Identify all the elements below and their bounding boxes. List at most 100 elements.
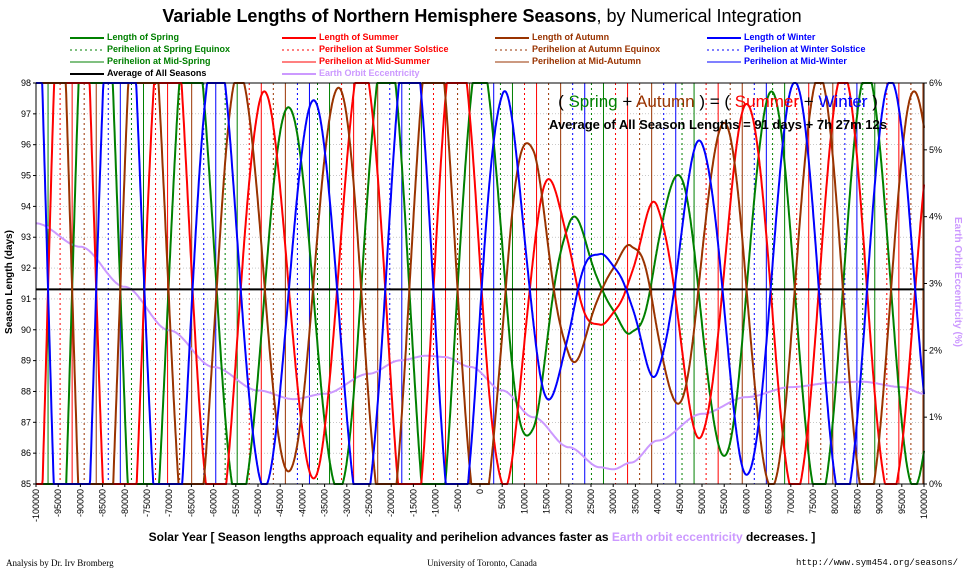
legend-item: Perihelion at Mid-Autumn [495, 56, 641, 66]
legend-label: Perihelion at Winter Solstice [744, 44, 866, 54]
legend-label: Earth Orbit Eccentricity [319, 68, 420, 78]
y-tick-label: 97 [21, 109, 31, 119]
chart-title: Variable Lengths of Northern Hemisphere … [162, 6, 802, 26]
legend-swatch [70, 72, 104, 75]
x-tick-label: -60000 [209, 489, 219, 517]
x-tick-label: -20000 [386, 489, 396, 517]
x-tick-label: -75000 [142, 489, 152, 517]
average-annotation: Average of All Season Lengths = 91 days … [549, 117, 887, 132]
legend-label: Perihelion at Mid-Winter [744, 56, 847, 66]
x-tick-label: -65000 [186, 489, 196, 517]
x-tick-label: 65000 [764, 489, 774, 514]
legend-swatch [707, 61, 741, 63]
y2-axis-label: Earth Orbit Eccentricity (%) [952, 217, 963, 347]
x-tick-label: 55000 [719, 489, 729, 514]
x-tick-label: -95000 [53, 489, 63, 517]
y-tick-label: 89 [21, 356, 31, 366]
legend-label: Perihelion at Summer Solstice [319, 44, 449, 54]
x-tick-label: -40000 [297, 489, 307, 517]
legend-item: Perihelion at Mid-Summer [282, 56, 430, 66]
legend-swatch [70, 49, 104, 51]
x-tick-label: 15000 [542, 489, 552, 514]
x-tick-label: 60000 [741, 489, 751, 514]
y-tick-label: 92 [21, 263, 31, 273]
y-tick-label: 95 [21, 171, 31, 181]
legend-swatch [495, 49, 529, 51]
y2-tick-label: 0% [929, 479, 942, 489]
legend-swatch [282, 72, 316, 75]
x-tick-label: -85000 [98, 489, 108, 517]
x-tick-label: 100000 [919, 489, 929, 519]
legend-label: Length of Summer [319, 32, 399, 42]
y-tick-label: 94 [21, 201, 31, 211]
legend-label: Perihelion at Mid-Spring [107, 56, 211, 66]
footer-url: http://www.sym454.org/seasons/ [795, 558, 958, 568]
x-tick-label: -90000 [75, 489, 85, 517]
legend-item: Length of Winter [707, 32, 815, 42]
eq-autumn: Autumn [636, 92, 695, 111]
x-tick-label: -5000 [453, 489, 463, 512]
y-tick-label: 88 [21, 386, 31, 396]
legend-label: Perihelion at Mid-Autumn [532, 56, 641, 66]
legend-swatch [70, 61, 104, 63]
axes: 85 86 87 88 89 90 91 92 93 94 95 96 97 98 0% 1% 2% 3% 4% 5%… [21, 78, 942, 522]
y2-tick-label: 4% [929, 212, 942, 222]
legend-label: Perihelion at Spring Equinox [107, 44, 231, 54]
x-tick-label: 75000 [808, 489, 818, 514]
legend-item: Perihelion at Mid-Spring [70, 56, 211, 66]
y-tick-label: 91 [21, 294, 31, 304]
legend-swatch [70, 36, 104, 39]
footer-affiliation: University of Toronto, Canada [427, 558, 537, 568]
x-tick-label: -35000 [320, 489, 330, 517]
x-tick-label: 20000 [564, 489, 574, 514]
x-tick-label: 5000 [497, 489, 507, 509]
x-tick-label: 50000 [697, 489, 707, 514]
x-tick-label: -80000 [120, 489, 130, 517]
eq-spring: Spring [568, 92, 618, 111]
y-tick-label: 85 [21, 479, 31, 489]
y2-tick-label: 6% [929, 78, 942, 88]
y-tick-label: 90 [21, 325, 31, 335]
legend-item: Length of Spring [70, 32, 179, 42]
legend-swatch [495, 36, 529, 39]
x-tick-label: -100000 [31, 489, 41, 522]
season-equation: ( Spring + Autumn ) = ( Summer + Winter … [558, 92, 878, 111]
x-tick-label: -70000 [164, 489, 174, 517]
y-tick-label: 87 [21, 417, 31, 427]
x-tick-label: 35000 [630, 489, 640, 514]
eq-summer: Summer [734, 92, 800, 111]
x-tick-label: -15000 [408, 489, 418, 517]
x-tick-label: 0 [475, 489, 485, 494]
x-tick-label: 25000 [586, 489, 596, 514]
legend-label: Length of Autumn [532, 32, 610, 42]
y2-tick-label: 1% [929, 412, 942, 422]
legend-label: Length of Spring [107, 32, 179, 42]
footer-author: Analysis by Dr. Irv Bromberg [6, 558, 114, 568]
x-tick-label: -25000 [364, 489, 374, 517]
season-series [35, 82, 925, 485]
legend-item: Perihelion at Summer Solstice [282, 44, 449, 54]
legend-swatch [707, 49, 741, 51]
legend-label: Perihelion at Mid-Summer [319, 56, 431, 66]
legend-item: Average of All Seasons [70, 68, 206, 78]
legend-swatch [282, 36, 316, 39]
y2-tick-label: 2% [929, 345, 942, 355]
legend-label: Average of All Seasons [107, 68, 207, 78]
x-tick-label: -45000 [275, 489, 285, 517]
x-tick-label: 45000 [675, 489, 685, 514]
y-tick-label: 96 [21, 140, 31, 150]
winter-line [36, 82, 925, 485]
legend-item: Earth Orbit Eccentricity [282, 68, 420, 78]
legend-swatch [282, 61, 316, 63]
y2-tick-label: 3% [929, 279, 942, 289]
eq-winter: Winter [818, 92, 868, 111]
y-tick-label: 86 [21, 448, 31, 458]
x-axis-title: Solar Year [ Season lengths approach equ… [148, 530, 816, 544]
autumn-line [36, 82, 925, 485]
legend-item: Perihelion at Winter Solstice [707, 44, 865, 54]
legend-label: Length of Winter [744, 32, 816, 42]
x-tick-label: 80000 [830, 489, 840, 514]
x-tick-label: 30000 [608, 489, 618, 514]
legend-swatch [707, 36, 741, 39]
